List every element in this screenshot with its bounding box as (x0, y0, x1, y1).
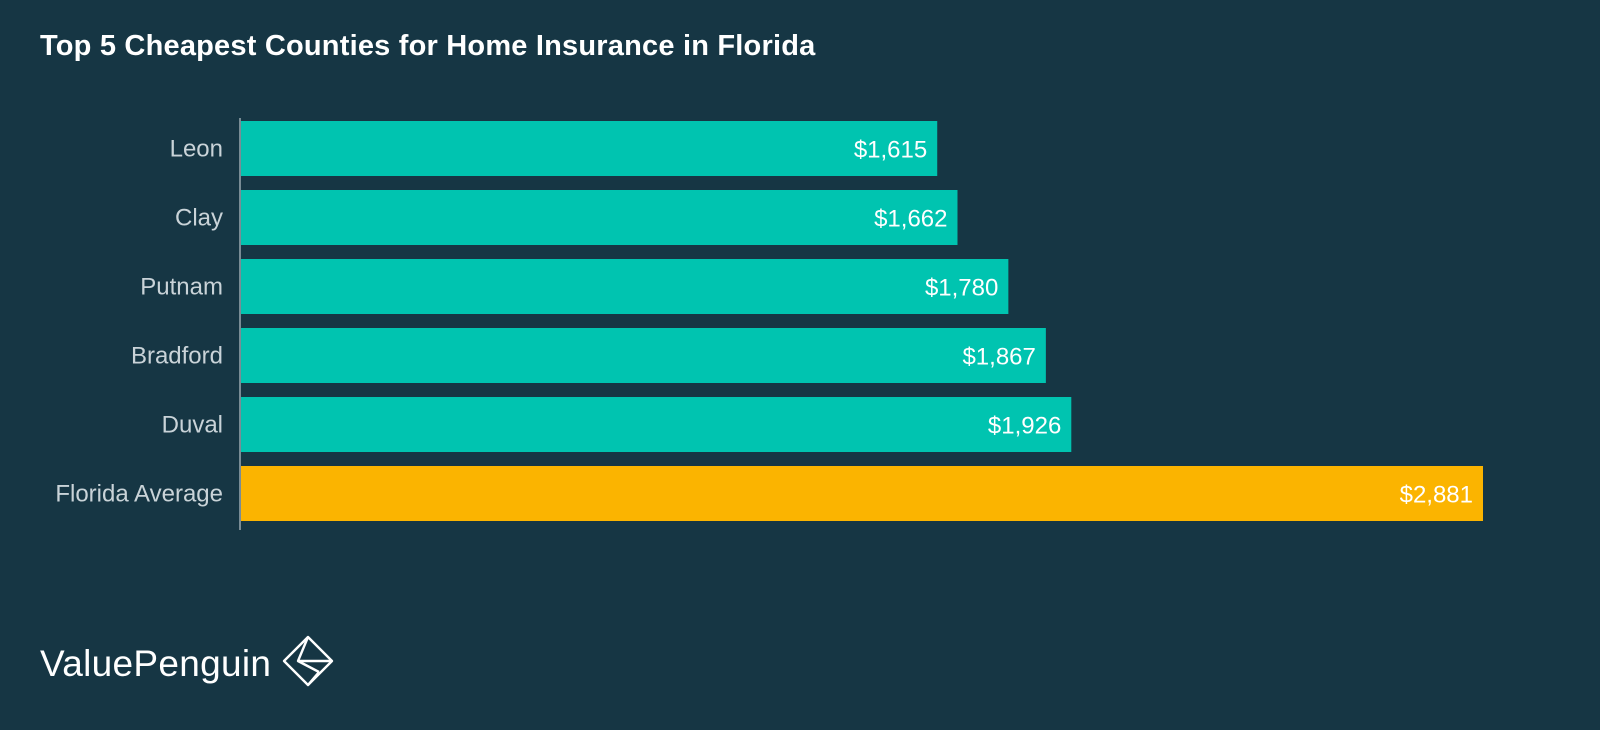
brand-logo: ValuePenguin (40, 635, 335, 688)
chart-title: Top 5 Cheapest Counties for Home Insuran… (40, 30, 816, 62)
value-label: $1,926 (988, 413, 1061, 440)
category-label: Duval (162, 412, 223, 439)
bar-florida-average (241, 466, 1483, 521)
category-label: Florida Average (55, 481, 223, 508)
brand-name: ValuePenguin (40, 643, 272, 684)
value-label: $2,881 (1400, 482, 1473, 509)
category-label: Clay (175, 205, 223, 232)
value-label: $1,780 (925, 275, 998, 302)
value-label: $1,615 (854, 137, 927, 164)
bar-leon (241, 121, 938, 176)
value-label: $1,662 (874, 206, 947, 233)
bar-bradford (241, 328, 1046, 383)
bar-putnam (241, 259, 1009, 314)
bars-layer: Leon $1,615 Clay $1,662 Putnam $1,780 Bradford… (55, 121, 1483, 521)
category-label: Bradford (131, 343, 223, 370)
bar-chart: Leon $1,615 Clay $1,662 Putnam $1,780 Bradford… (55, 118, 1483, 530)
valuepenguin-diamond-logo-icon (283, 635, 334, 687)
bar-duval (241, 397, 1072, 452)
category-label: Putnam (140, 274, 223, 301)
value-label: $1,867 (962, 344, 1035, 371)
bar-clay (241, 190, 958, 245)
category-label: Leon (170, 136, 223, 163)
